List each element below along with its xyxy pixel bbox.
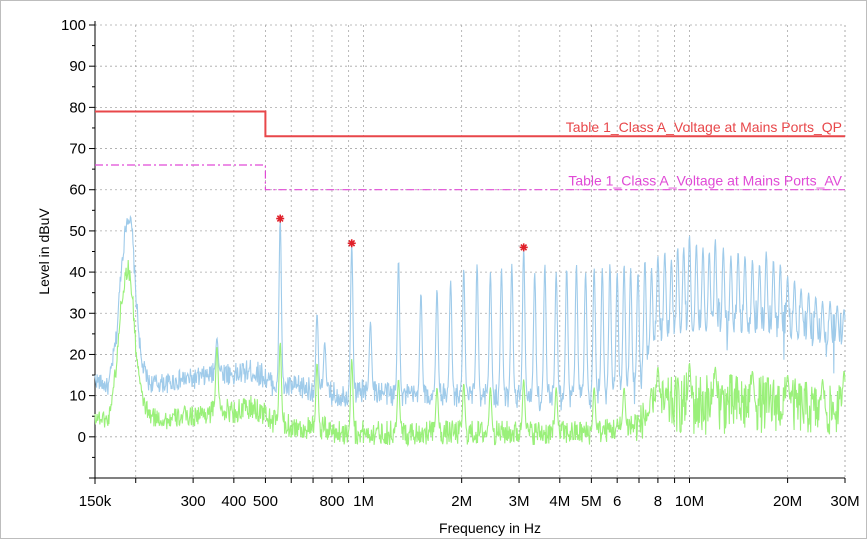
x-tick-label: 300: [181, 493, 206, 510]
y-tick-label: 10: [69, 388, 86, 405]
x-tick-label: 8: [654, 493, 662, 510]
tick-labels: 0 10 20 30 40 50 60 70 80 90 100 150k 300 400 500 800 1M…: [61, 17, 860, 510]
limit-line-1: [95, 110, 845, 138]
x-tick-label: 800: [319, 493, 344, 510]
peak-marker: [519, 243, 528, 252]
series-trace-2: [94, 259, 846, 448]
limit-line-label: Table 1_Class A_Voltage at Mains Ports_Q…: [566, 119, 842, 135]
x-tick-label: 1M: [353, 493, 374, 510]
x-tick-label: 150k: [79, 493, 112, 510]
peak-markers: [276, 214, 528, 252]
y-tick-label: 0: [78, 429, 86, 446]
peak-marker: [347, 239, 356, 248]
grid: [95, 24, 846, 479]
y-tick-label: 30: [69, 305, 86, 322]
x-axis-label: Frequency in Hz: [439, 520, 541, 536]
x-tick-label: 30M: [830, 493, 859, 510]
y-axis-label: Level in dBuV: [36, 208, 52, 295]
x-tick-label: 4M: [549, 493, 570, 510]
limit-lines: Table 1_Class A_Voltage at Mains Ports_Q…: [95, 110, 845, 191]
y-tick-label: 20: [69, 346, 86, 363]
y-tick-label: 60: [69, 182, 86, 199]
x-tick-label: 400: [221, 493, 246, 510]
x-tick-label: 500: [253, 493, 278, 510]
x-tick-label: 6: [613, 493, 621, 510]
y-tick-label: 80: [69, 99, 86, 116]
limit-line-label: Table 1_Class A_Voltage at Mains Ports_A…: [568, 173, 842, 189]
x-tick-label: 5M: [581, 493, 602, 510]
y-tick-label: 90: [69, 58, 86, 75]
y-tick-label: 100: [61, 17, 86, 34]
axes: [89, 21, 846, 484]
x-tick-label: 2M: [451, 493, 472, 510]
limit-line-2: [95, 164, 845, 191]
x-tick-label: 10M: [675, 493, 704, 510]
peak-marker: [276, 214, 285, 223]
x-tick-label: 20M: [773, 493, 802, 510]
x-tick-label: 3M: [509, 493, 530, 510]
series-trace-1: [94, 214, 846, 412]
series-layer: [94, 214, 846, 448]
y-tick-label: 40: [69, 264, 86, 281]
y-tick-label: 50: [69, 223, 86, 240]
y-tick-label: 70: [69, 141, 86, 158]
